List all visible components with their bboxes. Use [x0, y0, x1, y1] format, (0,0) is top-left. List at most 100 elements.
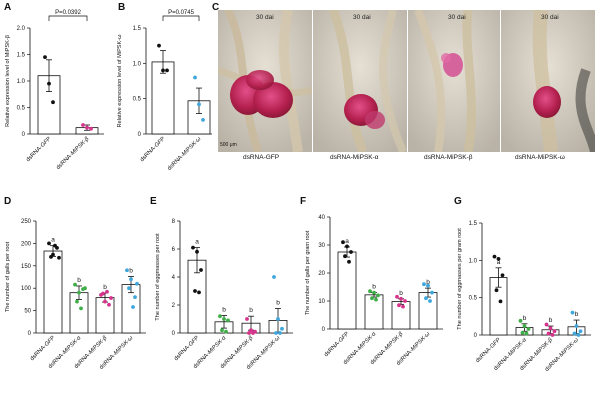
chart-panel-d: 0 50 100 150 200 250 The number of galls per r…	[0, 195, 150, 400]
data-point-f-0	[343, 254, 347, 259]
y-tick-label-e: 6	[172, 247, 176, 253]
data-point-e-1	[220, 328, 224, 333]
category-label-b-1: dsRNA-MiPSK-ω	[167, 136, 203, 172]
data-point-e-3	[278, 331, 282, 335]
data-point-g-0	[496, 256, 501, 261]
time-label-beta: 30 dai	[448, 14, 466, 21]
data-point-f-3	[424, 296, 428, 301]
data-point-f-0	[347, 259, 351, 264]
time-label-alpha: 30 dai	[353, 14, 371, 21]
data-point-b-0	[165, 68, 169, 73]
photo-caption-omega: dsRNA-MiPSK-ω	[515, 154, 565, 161]
y-tick-label-e: 8	[172, 219, 176, 225]
micrograph-alpha: 30 dai	[313, 10, 407, 152]
data-point-g-2	[544, 322, 549, 327]
y-axis-label-a: Relative expression level of MiPSK-β	[5, 35, 11, 127]
data-point-a-1	[89, 126, 93, 131]
significance-letter-e-2: b	[249, 307, 253, 314]
y-tick-label-e: 2	[172, 303, 176, 309]
bar-f-2	[391, 301, 411, 330]
y-tick-label-a: 0	[22, 132, 26, 138]
y-tick-label-a: 0.5	[17, 106, 26, 112]
y-tick-label-f: 0	[322, 327, 326, 333]
data-point-f-2	[401, 304, 405, 309]
data-point-d-3	[125, 268, 129, 273]
significance-letter-g-1: b	[523, 315, 527, 322]
data-point-e-0	[191, 245, 195, 250]
data-point-e-2	[245, 317, 249, 321]
y-tick-label-d: 150	[21, 264, 32, 270]
micrograph-gfp: 30 dai 500 μm	[218, 10, 312, 152]
photo-caption-alpha: dsRNA-MiPSK-α	[330, 154, 379, 161]
panel-label-g: G	[454, 196, 462, 207]
data-point-g-3	[578, 329, 583, 334]
data-point-g-3	[572, 331, 577, 336]
y-tick-label-a: 1.5	[17, 53, 26, 59]
data-point-g-1	[524, 331, 529, 336]
data-point-f-2	[395, 294, 399, 299]
data-point-f-0	[349, 250, 353, 254]
chart-a: 0 0.5 1.0 1.5 2.0 Relative expression level o…	[5, 10, 104, 171]
data-point-e-2	[251, 331, 255, 335]
significance-letter-f-1: b	[372, 284, 376, 291]
data-point-g-1	[526, 327, 531, 331]
y-tick-label-g: 1.0	[469, 258, 478, 264]
y-axis-label-g: The number of eggmasses per gram root	[457, 228, 463, 330]
y-tick-label-d: 50	[24, 309, 31, 315]
data-point-e-1	[222, 317, 226, 321]
data-point-a-1	[85, 125, 89, 130]
bar-f-1	[364, 294, 384, 330]
panel-label-e: E	[150, 196, 157, 207]
chart-panel-g: 0 0.5 1.0 1.5 The number of eggmasses per gr…	[452, 195, 600, 400]
category-label-d-0: dsRNA-GFP	[29, 335, 56, 362]
micrograph-omega: 30 dai	[501, 10, 595, 152]
category-label-a-1: dsRNA-MiPSK-β	[56, 136, 91, 171]
significance-letter-f-2: b	[399, 290, 403, 297]
significance-letter-g-3: b	[575, 311, 579, 318]
chart-e: 0 2 4 6 8 The number of eggmasses per root a ds…	[155, 219, 293, 371]
data-point-d-0	[49, 254, 53, 259]
time-label-gfp: 30 dai	[256, 14, 274, 21]
y-tick-label-f: 20	[318, 271, 325, 277]
data-point-a-1	[81, 123, 85, 127]
data-point-a-0	[47, 81, 51, 86]
significance-bracket-b	[162, 15, 200, 21]
data-point-d-1	[75, 299, 79, 304]
data-point-g-0	[492, 254, 497, 259]
data-point-g-3	[576, 333, 581, 337]
y-tick-label-d: 0	[28, 331, 32, 337]
y-axis-label-e: The number of eggmasses per root	[155, 233, 161, 321]
y-tick-label-a: 2.0	[17, 26, 26, 32]
data-point-g-1	[518, 318, 523, 323]
y-tick-label-g: 0	[474, 333, 478, 339]
data-point-f-3	[422, 282, 426, 287]
data-point-g-0	[500, 273, 505, 278]
panel-label-f: F	[300, 196, 307, 207]
data-point-d-1	[73, 282, 77, 287]
micrograph-beta: 30 dai	[408, 10, 500, 152]
data-point-e-3	[276, 317, 280, 321]
data-point-e-0	[199, 268, 203, 272]
y-tick-label-e: 4	[172, 275, 176, 281]
bar-d-0	[43, 250, 63, 334]
data-point-f-0	[345, 244, 349, 249]
y-tick-label-b: 1.0	[133, 61, 142, 67]
p-value-label-b: P=0.0745	[168, 10, 195, 16]
data-point-e-1	[224, 329, 228, 334]
data-point-d-2	[105, 289, 109, 294]
data-point-f-1	[372, 290, 376, 295]
data-point-g-0	[498, 299, 503, 304]
data-point-e-0	[197, 290, 201, 295]
panel-label-b: B	[118, 2, 126, 13]
micrograph-beta-image	[408, 10, 500, 152]
significance-letter-d-0: a	[51, 237, 55, 244]
data-point-e-2	[249, 328, 253, 333]
chart-panel-e: 0 2 4 6 8 The number of eggmasses per root a ds…	[150, 195, 300, 400]
scale-bar-label: 500 μm	[220, 142, 237, 148]
y-tick-label-e: 0	[172, 331, 176, 337]
time-label-omega: 30 dai	[541, 14, 559, 21]
significance-letter-e-3: b	[276, 300, 280, 307]
data-point-b-1	[197, 102, 201, 107]
category-label-a-0: dsRNA-GFP	[25, 136, 52, 163]
panel-label-c: C	[212, 2, 220, 13]
